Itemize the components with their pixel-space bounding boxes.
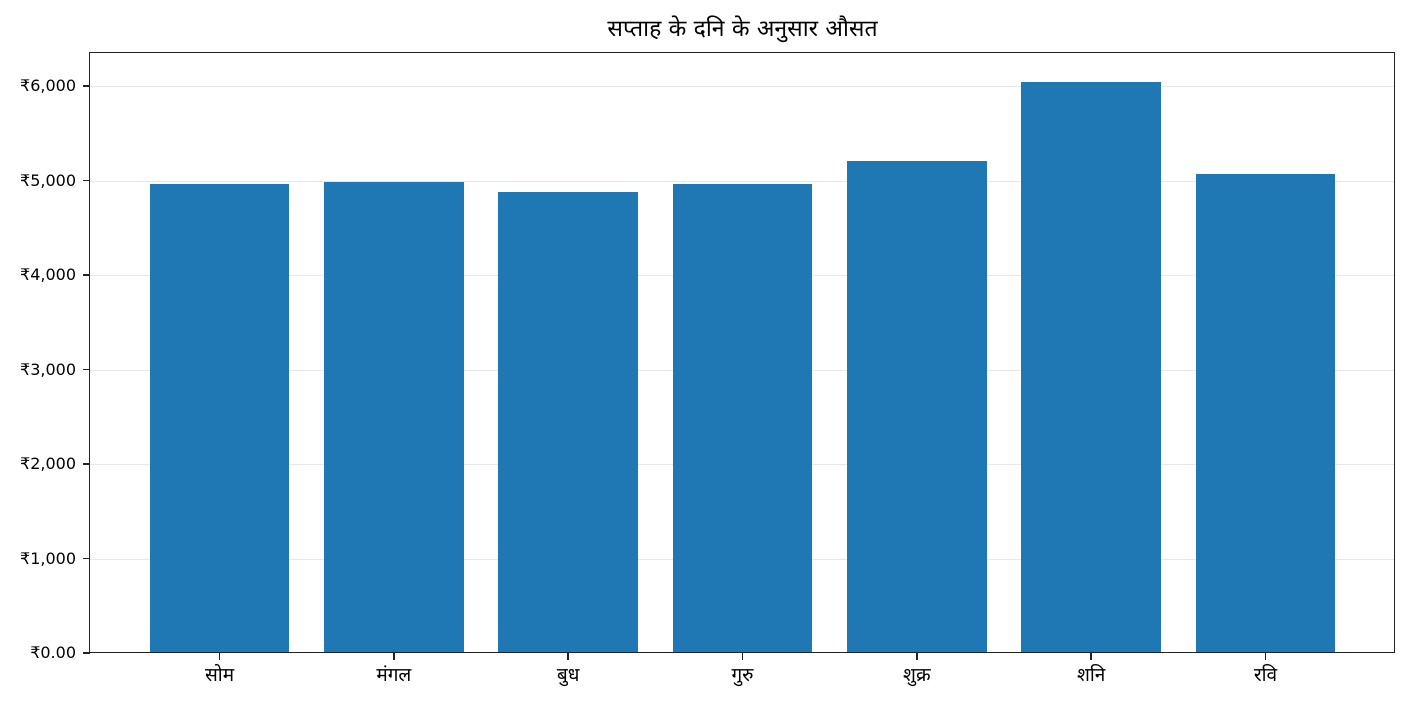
y-tick-label: ₹1,000: [20, 548, 76, 568]
y-tick-label: ₹3,000: [20, 359, 76, 379]
x-tick: [218, 653, 221, 660]
x-tick-label: शनि: [1076, 664, 1106, 686]
bar: [1195, 174, 1336, 653]
y-tick-label: ₹5,000: [20, 170, 76, 190]
bar: [847, 161, 987, 653]
y-tick: [83, 557, 90, 560]
y-tick: [83, 368, 90, 371]
y-tick: [83, 463, 90, 465]
bar: [149, 184, 290, 653]
y-tick-label: ₹0.00: [30, 643, 76, 662]
plot-area: [90, 53, 1395, 653]
gridline: [90, 180, 1395, 182]
x-tick-label: सोम: [204, 664, 235, 686]
x-tick: [916, 653, 918, 660]
x-tick: [741, 653, 744, 660]
bar: [672, 184, 813, 653]
y-tick: [83, 274, 90, 276]
y-tick-label: ₹2,000: [20, 454, 76, 474]
x-tick-label: शुक्र: [903, 664, 931, 686]
chart-title: सप्ताह के दनि के अनुसार औसत: [607, 16, 878, 42]
bar: [1021, 82, 1161, 653]
bar: [324, 181, 464, 653]
x-tick-label: रवि: [1253, 664, 1278, 686]
y-tick: [83, 652, 90, 654]
x-tick-label: मंगल: [376, 664, 412, 686]
bar: [498, 192, 638, 653]
y-tick-label: ₹6,000: [20, 76, 76, 96]
gridline: [90, 86, 1395, 88]
x-tick-label: गुरु: [731, 664, 754, 686]
y-tick: [83, 85, 90, 87]
x-tick: [393, 653, 395, 660]
y-tick: [83, 179, 90, 182]
x-tick-label: बुध: [556, 664, 580, 686]
y-tick-label: ₹4,000: [20, 265, 76, 285]
x-tick: [1264, 653, 1267, 660]
x-tick: [1090, 653, 1092, 660]
x-tick: [567, 653, 569, 660]
